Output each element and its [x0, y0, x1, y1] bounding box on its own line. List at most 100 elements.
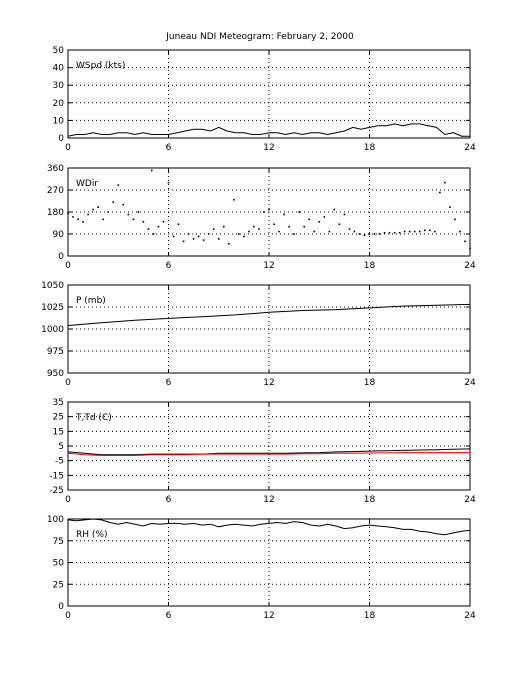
data-point	[117, 184, 120, 186]
y-tick-label: 100	[47, 515, 64, 525]
data-point	[313, 230, 316, 233]
x-tick-label: 6	[166, 378, 172, 388]
data-point	[197, 235, 200, 238]
x-tick-label: 0	[65, 143, 71, 153]
y-tick-label: 15	[53, 427, 64, 437]
data-point	[233, 198, 235, 201]
y-tick-label: 25	[53, 413, 64, 423]
panel-1: 0 6 12 18 24 0 10 20 30 40 50 WSpd (kts)	[53, 46, 476, 153]
panel-label: WSpd (kts)	[76, 61, 125, 71]
data-point	[187, 233, 190, 235]
data-point	[122, 203, 125, 206]
data-point	[107, 211, 109, 213]
data-point	[368, 233, 371, 235]
x-tick-label: 0	[65, 378, 71, 388]
data-point	[459, 230, 461, 233]
data-point	[228, 242, 230, 245]
data-point	[303, 225, 305, 228]
data-point	[418, 230, 421, 233]
x-tick-label: 18	[364, 495, 376, 505]
x-tick-label: 18	[364, 378, 376, 388]
data-point	[268, 208, 270, 211]
data-point	[454, 218, 456, 221]
data-point	[298, 211, 300, 213]
y-tick-label: -15	[49, 471, 64, 481]
series-line-1	[67, 448, 471, 456]
data-point	[283, 213, 285, 216]
data-point	[92, 208, 94, 211]
y-tick-label: 50	[53, 559, 65, 569]
data-point	[147, 228, 150, 230]
data-point	[72, 216, 74, 218]
data-point	[212, 228, 215, 230]
data-point	[373, 233, 376, 235]
y-tick-label: 35	[53, 398, 64, 408]
y-tick-label: -25	[49, 486, 64, 496]
data-point	[423, 229, 426, 232]
data-point	[363, 234, 366, 237]
data-point	[142, 220, 145, 223]
y-tick-label: 975	[47, 347, 64, 357]
x-tick-label: 18	[364, 143, 376, 153]
x-tick-label: 0	[65, 495, 71, 505]
data-point	[217, 238, 220, 240]
data-point	[97, 206, 99, 208]
data-point	[162, 220, 165, 223]
y-tick-label: 0	[58, 134, 64, 144]
data-point	[308, 218, 310, 221]
y-tick-label: 0	[58, 252, 64, 262]
panel-label: WDir	[76, 179, 98, 189]
panel-2: 0 6 12 18 24 0 90 180 270 360 WDir	[47, 164, 476, 271]
data-point	[378, 233, 381, 235]
y-tick-label: 75	[53, 537, 64, 547]
x-tick-label: 6	[166, 495, 172, 505]
data-point	[348, 228, 351, 230]
data-point	[263, 211, 265, 213]
data-point	[243, 235, 245, 238]
panel-4: 0 6 12 18 24 -25 -15 -5 5 15 25 35 T,Td (C)	[49, 398, 476, 505]
data-point	[333, 208, 336, 211]
data-point	[429, 229, 431, 232]
data-point	[464, 240, 466, 243]
data-point	[343, 213, 346, 216]
x-tick-label: 0	[65, 611, 71, 621]
data-point	[383, 231, 386, 234]
x-tick-label: 18	[364, 611, 376, 621]
y-tick-label: 30	[53, 81, 65, 91]
x-tick-label: 6	[166, 611, 172, 621]
y-tick-label: 360	[47, 164, 64, 174]
data-point	[444, 181, 446, 184]
data-point	[393, 231, 396, 234]
data-point	[388, 231, 391, 234]
data-point	[177, 223, 180, 226]
y-tick-label: 1050	[41, 281, 64, 291]
data-point	[434, 230, 436, 233]
y-tick-label: 50	[53, 46, 65, 56]
data-point	[328, 230, 331, 233]
panel-label: RH (%)	[76, 530, 107, 540]
data-point	[318, 220, 321, 223]
data-point	[238, 233, 240, 235]
data-point	[102, 218, 104, 221]
x-tick-label: 24	[464, 261, 476, 271]
x-tick-label: 24	[464, 378, 476, 388]
y-tick-label: -5	[55, 457, 64, 467]
data-point	[358, 233, 361, 235]
y-tick-label: 5	[58, 442, 64, 452]
panel-5: 0 6 12 18 24 0 25 50 75 100 RH (%)	[47, 515, 476, 621]
data-point	[293, 233, 295, 235]
data-point	[258, 228, 260, 230]
x-tick-label: 24	[464, 495, 476, 505]
data-point	[152, 233, 155, 235]
data-point	[112, 201, 115, 204]
series-line-1	[67, 518, 471, 536]
data-point	[132, 218, 135, 221]
data-point	[67, 212, 69, 215]
series-line-1	[67, 123, 470, 137]
data-point	[137, 211, 140, 213]
x-tick-label: 18	[364, 261, 376, 271]
data-point	[353, 230, 356, 233]
y-tick-label: 1025	[41, 303, 64, 313]
